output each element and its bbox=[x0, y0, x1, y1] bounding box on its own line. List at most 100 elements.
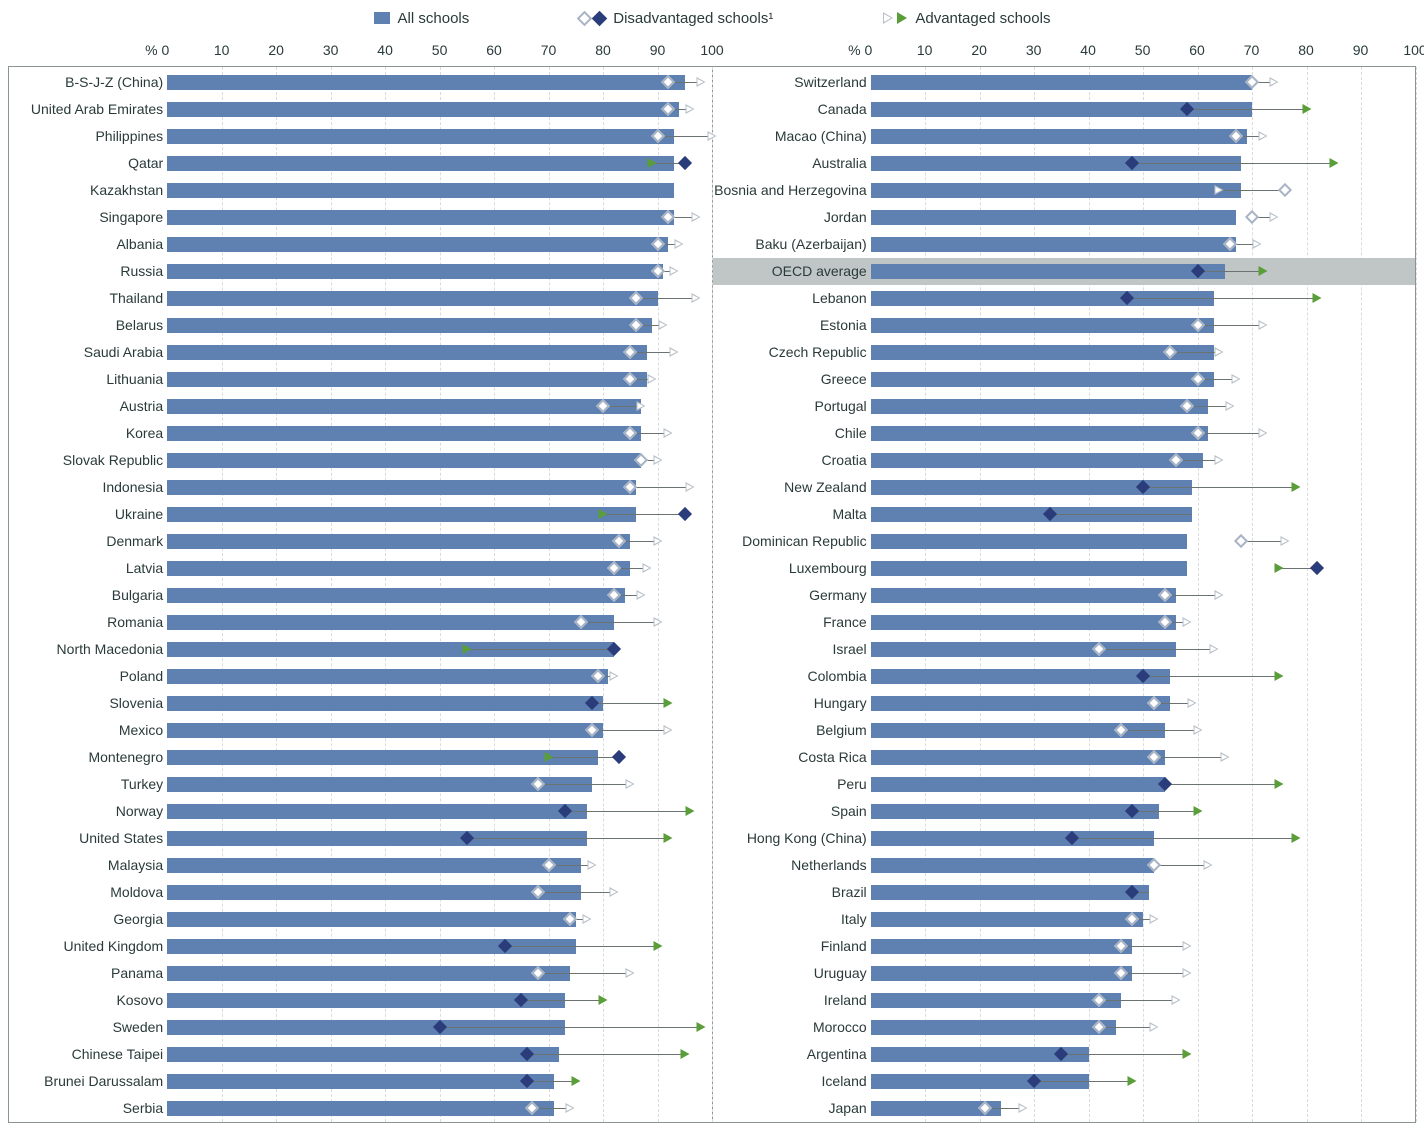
country-label: Ireland bbox=[713, 987, 873, 1014]
data-row: Dominican Republic bbox=[713, 528, 1416, 555]
marker-disadvantaged bbox=[625, 482, 635, 492]
axis-right: % 0102030405060708090100 bbox=[712, 40, 1415, 64]
marker-advantaged bbox=[599, 509, 608, 519]
plot-area: B-S-J-Z (China)United Arab EmiratesPhili… bbox=[8, 66, 1416, 1123]
country-label: Israel bbox=[713, 636, 873, 663]
legend-label: Advantaged schools bbox=[915, 10, 1050, 27]
marker-disadvantaged bbox=[663, 77, 673, 87]
panel-right: SwitzerlandCanadaMacao (China)AustraliaB… bbox=[713, 67, 1416, 1122]
bar-all-schools bbox=[871, 696, 1171, 711]
bar-all-schools bbox=[167, 723, 603, 738]
marker-disadvantaged bbox=[565, 914, 575, 924]
marker-advantaged bbox=[1171, 995, 1180, 1005]
country-label: Panama bbox=[9, 960, 169, 987]
marker-disadvantaged bbox=[1160, 590, 1170, 600]
data-row: B-S-J-Z (China) bbox=[9, 69, 712, 96]
marker-disadvantaged bbox=[593, 671, 603, 681]
data-row: Spain bbox=[713, 798, 1416, 825]
marker-disadvantaged bbox=[1247, 212, 1257, 222]
data-row: Colombia bbox=[713, 663, 1416, 690]
bar-all-schools bbox=[871, 750, 1165, 765]
marker-advantaged bbox=[1128, 1076, 1137, 1086]
marker-disadvantaged bbox=[1247, 77, 1257, 87]
data-row: OECD average bbox=[713, 258, 1416, 285]
marker-advantaged bbox=[1258, 320, 1267, 330]
country-label: United States bbox=[9, 825, 169, 852]
data-row: Hong Kong (China) bbox=[713, 825, 1416, 852]
marker-disadvantaged bbox=[980, 1103, 990, 1113]
data-row: Croatia bbox=[713, 447, 1416, 474]
marker-advantaged bbox=[571, 1076, 580, 1086]
country-label: Brazil bbox=[713, 879, 873, 906]
marker-advantaged bbox=[658, 320, 667, 330]
country-label: Germany bbox=[713, 582, 873, 609]
data-row: Argentina bbox=[713, 1041, 1416, 1068]
marker-disadvantaged bbox=[1127, 887, 1137, 897]
marker-disadvantaged bbox=[1149, 698, 1159, 708]
marker-disadvantaged bbox=[1236, 536, 1246, 546]
country-label: Georgia bbox=[9, 906, 169, 933]
marker-advantaged bbox=[653, 536, 662, 546]
data-row: Luxembourg bbox=[713, 555, 1416, 582]
country-label: Denmark bbox=[9, 528, 169, 555]
country-label: Greece bbox=[713, 366, 873, 393]
bar-all-schools bbox=[167, 453, 641, 468]
country-label: Australia bbox=[713, 150, 873, 177]
bar-all-schools bbox=[871, 993, 1122, 1008]
bar-all-schools bbox=[871, 939, 1133, 954]
data-row: Albania bbox=[9, 231, 712, 258]
bar-all-schools bbox=[167, 561, 630, 576]
marker-disadvantaged bbox=[1045, 509, 1055, 519]
data-row: Brunei Darussalam bbox=[9, 1068, 712, 1095]
marker-advantaged bbox=[664, 428, 673, 438]
data-row: Hungary bbox=[713, 690, 1416, 717]
bar-all-schools bbox=[871, 426, 1209, 441]
marker-disadvantaged bbox=[544, 860, 554, 870]
country-label: Hungary bbox=[713, 690, 873, 717]
country-label: Argentina bbox=[713, 1041, 873, 1068]
marker-disadvantaged bbox=[598, 401, 608, 411]
marker-advantaged bbox=[599, 995, 608, 1005]
marker-disadvantaged bbox=[435, 1022, 445, 1032]
marker-disadvantaged bbox=[1193, 374, 1203, 384]
marker-disadvantaged bbox=[680, 158, 690, 168]
marker-advantaged bbox=[588, 860, 597, 870]
marker-disadvantaged bbox=[653, 239, 663, 249]
bar-all-schools bbox=[167, 588, 625, 603]
bar-all-schools bbox=[167, 1047, 559, 1062]
marker-advantaged bbox=[686, 104, 695, 114]
data-row: Baku (Azerbaijan) bbox=[713, 231, 1416, 258]
marker-advantaged bbox=[1302, 104, 1311, 114]
marker-disadvantaged bbox=[1122, 293, 1132, 303]
marker-disadvantaged bbox=[1149, 752, 1159, 762]
marker-disadvantaged bbox=[1116, 725, 1126, 735]
marker-advantaged bbox=[691, 293, 700, 303]
marker-advantaged bbox=[1280, 536, 1289, 546]
bar-all-schools bbox=[167, 993, 565, 1008]
data-row: United Arab Emirates bbox=[9, 96, 712, 123]
bar-all-schools bbox=[167, 264, 663, 279]
bar-all-schools bbox=[871, 777, 1165, 792]
data-row: Poland bbox=[9, 663, 712, 690]
data-row: Chile bbox=[713, 420, 1416, 447]
data-row: Peru bbox=[713, 771, 1416, 798]
marker-advantaged bbox=[1019, 1103, 1028, 1113]
legend: All schools Disadvantaged schools¹ Advan… bbox=[0, 6, 1424, 30]
data-row: Chinese Taipei bbox=[9, 1041, 712, 1068]
bar-all-schools bbox=[167, 156, 674, 171]
data-row: France bbox=[713, 609, 1416, 636]
marker-advantaged bbox=[653, 617, 662, 627]
bar-all-schools bbox=[167, 615, 614, 630]
marker-disadvantaged bbox=[1225, 239, 1235, 249]
marker-advantaged bbox=[609, 887, 618, 897]
marker-disadvantaged bbox=[1116, 941, 1126, 951]
marker-disadvantaged bbox=[500, 941, 510, 951]
country-label: B-S-J-Z (China) bbox=[9, 69, 169, 96]
data-row: Norway bbox=[9, 798, 712, 825]
marker-disadvantaged bbox=[625, 347, 635, 357]
legend-label: All schools bbox=[398, 10, 470, 27]
country-label: Jordan bbox=[713, 204, 873, 231]
bar-all-schools bbox=[167, 534, 630, 549]
marker-disadvantaged bbox=[533, 968, 543, 978]
marker-advantaged bbox=[1182, 1049, 1191, 1059]
